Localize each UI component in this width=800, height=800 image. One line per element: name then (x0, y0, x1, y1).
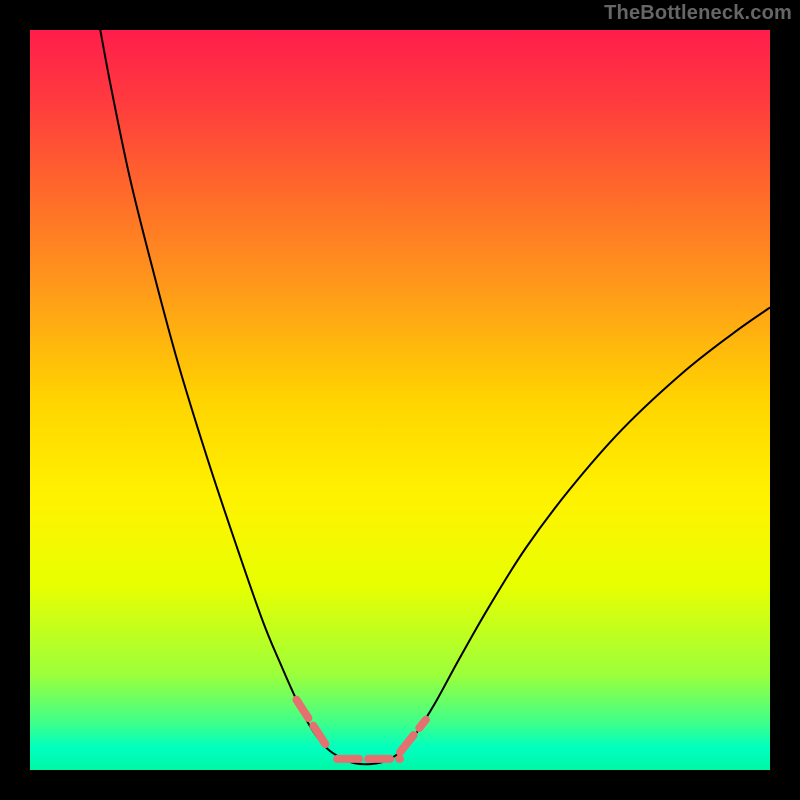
gradient-background (30, 30, 770, 770)
watermark-text: TheBottleneck.com (604, 2, 792, 25)
bottleneck-chart (0, 0, 800, 800)
